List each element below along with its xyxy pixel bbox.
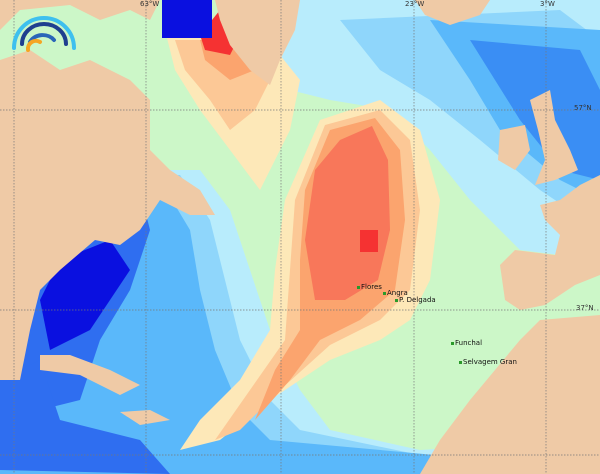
place-label: Funchal — [455, 339, 483, 347]
sea-red-north — [200, 10, 235, 55]
land-africa — [420, 315, 600, 474]
place-p-delgada[interactable]: P. Delgada — [395, 296, 436, 304]
place-marker-icon — [383, 291, 386, 295]
land-iberia-france — [500, 175, 600, 310]
place-funchal[interactable]: Funchal — [451, 339, 482, 347]
land-greenland — [215, 0, 300, 85]
sea-mid-blue-west — [0, 180, 600, 474]
land-cuba — [40, 355, 140, 395]
sea-blue-caribbean — [0, 360, 170, 474]
land-hispaniola — [120, 410, 170, 425]
place-marker-icon — [395, 298, 398, 302]
sea-red-core — [360, 230, 378, 252]
land-canada-north — [0, 0, 160, 30]
lon-label: 63°W — [140, 0, 160, 8]
land-north-america — [0, 50, 215, 380]
land-great-britain — [530, 90, 578, 185]
sea-deep-blue-north — [162, 0, 212, 38]
land-iceland — [415, 0, 490, 25]
place-selvagem-grande[interactable]: Selvagem Gran — [459, 358, 517, 366]
place-flores[interactable]: Flores — [357, 283, 382, 291]
lat-label: 57°N — [574, 104, 592, 112]
place-marker-icon — [451, 341, 454, 345]
wave-arcs-logo — [12, 16, 76, 52]
place-marker-icon — [459, 360, 462, 364]
lon-label: 23°W — [405, 0, 425, 8]
place-label: P. Delgada — [399, 296, 436, 304]
sea-red-orange-central — [305, 126, 390, 300]
place-angra[interactable]: Angra — [383, 289, 408, 297]
lat-label: 37°N — [576, 304, 594, 312]
place-marker-icon — [357, 285, 360, 289]
place-label: Selvagem Gran — [463, 358, 517, 366]
lon-label: 3°W — [540, 0, 555, 8]
place-label: Angra — [387, 289, 408, 297]
place-label: Flores — [361, 283, 382, 291]
land-ireland — [498, 125, 530, 170]
